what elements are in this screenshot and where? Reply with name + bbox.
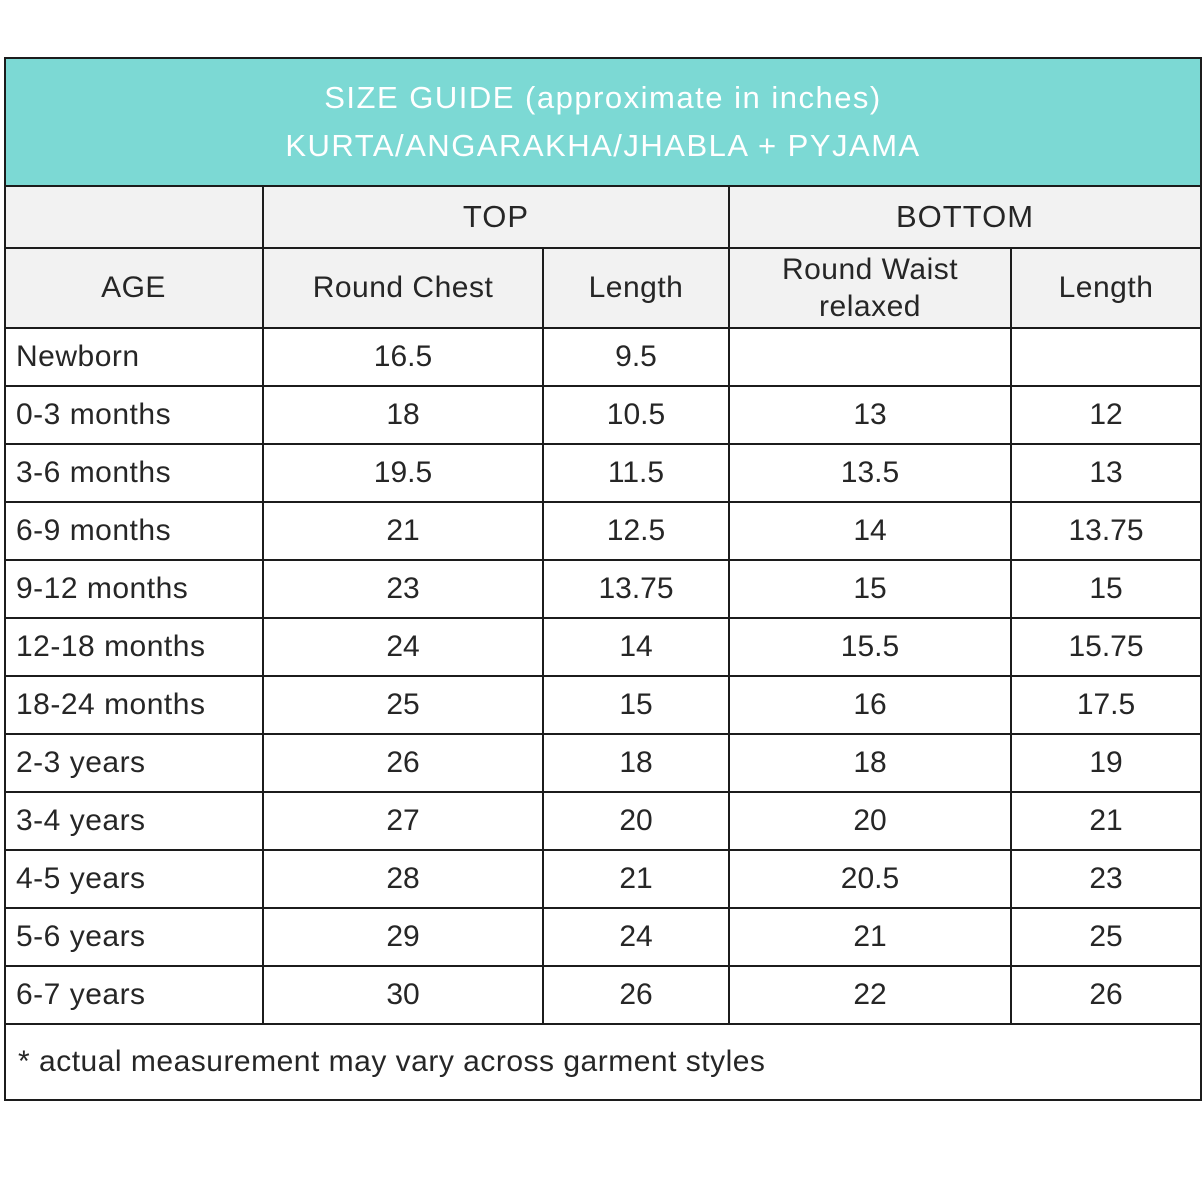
value-cell: 25 [1009, 907, 1203, 967]
table-row: 5-6 years 29 24 21 25 [4, 907, 1203, 967]
size-table-foot: * actual measurement may vary across gar… [3, 1023, 1203, 1101]
value-cell: 24 [262, 617, 544, 677]
value-cell: 14 [728, 501, 1012, 561]
value-cell: 14 [542, 617, 730, 677]
table-row: 6-7 years 30 26 22 26 [4, 965, 1203, 1025]
value-cell: 10.5 [542, 385, 730, 445]
age-cell: 9-12 months [4, 559, 264, 619]
age-cell: 4-5 years [4, 849, 264, 909]
column-header-age: AGE [4, 247, 264, 329]
table-row: Newborn 16.5 9.5 [4, 327, 1203, 387]
age-cell: 6-7 years [4, 965, 264, 1025]
table-row: 3-6 months 19.5 11.5 13.5 13 [4, 443, 1203, 503]
value-cell: 22 [728, 965, 1012, 1025]
value-cell: 21 [1009, 791, 1203, 851]
value-cell: 18 [728, 733, 1012, 793]
size-table-body: Newborn 16.5 9.5 0-3 months 18 10.5 13 12 3-6 mo… [4, 327, 1203, 1025]
age-cell: 12-18 months [4, 617, 264, 677]
value-cell: 15 [728, 559, 1012, 619]
value-cell: 20 [542, 791, 730, 851]
table-row: 18-24 months 25 15 16 17.5 [4, 675, 1203, 735]
value-cell: 15 [1009, 559, 1203, 619]
group-header-row: TOP BOTTOM [4, 185, 1203, 249]
value-cell: 26 [262, 733, 544, 793]
value-cell: 28 [262, 849, 544, 909]
value-cell: 13.5 [728, 443, 1012, 503]
value-cell: 27 [262, 791, 544, 851]
value-cell: 30 [262, 965, 544, 1025]
value-cell: 21 [542, 849, 730, 909]
column-header-bottom-length: Length [1009, 247, 1203, 329]
value-cell: 19 [1009, 733, 1203, 793]
value-cell: 26 [542, 965, 730, 1025]
age-cell: 5-6 years [4, 907, 264, 967]
value-cell: 23 [262, 559, 544, 619]
value-cell: 19.5 [262, 443, 544, 503]
age-cell: 3-6 months [4, 443, 264, 503]
value-cell: 20 [728, 791, 1012, 851]
value-cell: 15 [542, 675, 730, 735]
value-cell: 16.5 [262, 327, 544, 387]
age-cell: 18-24 months [4, 675, 264, 735]
group-header-empty [4, 185, 264, 249]
column-header-round-waist: Round Waist relaxed [728, 247, 1012, 329]
table-row: 3-4 years 27 20 20 21 [4, 791, 1203, 851]
value-cell: 29 [262, 907, 544, 967]
value-cell: 24 [542, 907, 730, 967]
column-header-top-length: Length [542, 247, 730, 329]
title-line-1: SIZE GUIDE (approximate in inches) [324, 79, 882, 115]
title-line-2: KURTA/ANGARAKHA/JHABLA + PYJAMA [285, 128, 921, 163]
value-cell: 16 [728, 675, 1012, 735]
column-header-row: AGE Round Chest Length Round Waist relax… [4, 247, 1203, 329]
table-row: 6-9 months 21 12.5 14 13.75 [4, 501, 1203, 561]
age-cell: 3-4 years [4, 791, 264, 851]
table-title: SIZE GUIDE (approximate in inches) KURTA… [3, 57, 1203, 187]
age-cell: 6-9 months [4, 501, 264, 561]
value-cell: 13.75 [1009, 501, 1203, 561]
footnote-text: * actual measurement may vary across gar… [3, 1023, 1203, 1101]
value-cell: 11.5 [542, 443, 730, 503]
value-cell: 17.5 [1009, 675, 1203, 735]
value-cell [1009, 327, 1203, 387]
value-cell: 12 [1009, 385, 1203, 445]
footnote-row: * actual measurement may vary across gar… [3, 1023, 1203, 1101]
value-cell [728, 327, 1012, 387]
age-cell: Newborn [4, 327, 264, 387]
column-header-round-chest: Round Chest [262, 247, 544, 329]
group-header-top: TOP [262, 185, 730, 249]
table-row: 4-5 years 28 21 20.5 23 [4, 849, 1203, 909]
value-cell: 13 [728, 385, 1012, 445]
value-cell: 15.5 [728, 617, 1012, 677]
size-guide-table: SIZE GUIDE (approximate in inches) KURTA… [3, 57, 1203, 1101]
value-cell: 18 [262, 385, 544, 445]
value-cell: 18 [542, 733, 730, 793]
age-cell: 0-3 months [4, 385, 264, 445]
value-cell: 20.5 [728, 849, 1012, 909]
age-cell: 2-3 years [4, 733, 264, 793]
value-cell: 23 [1009, 849, 1203, 909]
value-cell: 26 [1009, 965, 1203, 1025]
table-row: 2-3 years 26 18 18 19 [4, 733, 1203, 793]
table-row: 0-3 months 18 10.5 13 12 [4, 385, 1203, 445]
title-row: SIZE GUIDE (approximate in inches) KURTA… [3, 57, 1203, 187]
table-row: 9-12 months 23 13.75 15 15 [4, 559, 1203, 619]
value-cell: 13.75 [542, 559, 730, 619]
value-cell: 9.5 [542, 327, 730, 387]
value-cell: 12.5 [542, 501, 730, 561]
value-cell: 21 [262, 501, 544, 561]
value-cell: 15.75 [1009, 617, 1203, 677]
table-row: 12-18 months 24 14 15.5 15.75 [4, 617, 1203, 677]
size-table-head: SIZE GUIDE (approximate in inches) KURTA… [3, 57, 1203, 329]
group-header-bottom: BOTTOM [727, 185, 1203, 249]
value-cell: 21 [728, 907, 1012, 967]
value-cell: 13 [1009, 443, 1203, 503]
value-cell: 25 [262, 675, 544, 735]
